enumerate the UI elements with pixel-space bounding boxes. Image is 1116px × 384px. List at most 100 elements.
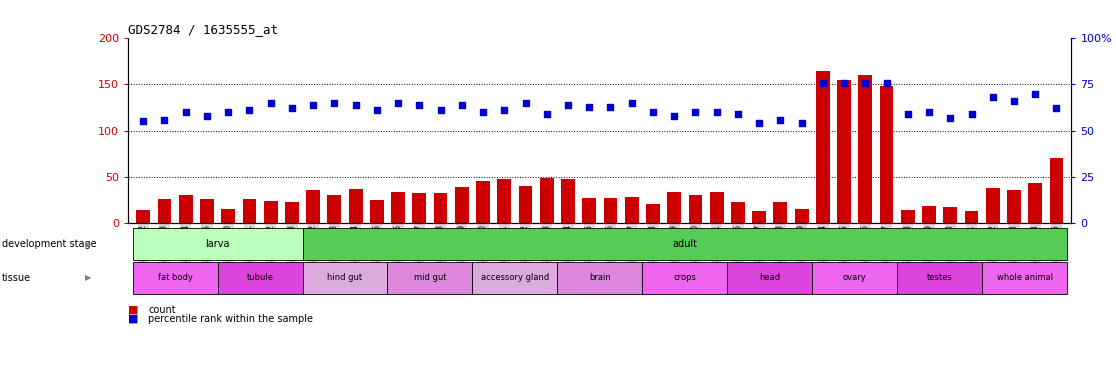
- Bar: [901, 210, 915, 223]
- Bar: [392, 192, 405, 223]
- Bar: [731, 202, 744, 223]
- Point: [665, 113, 683, 119]
- Text: fat body: fat body: [157, 273, 192, 282]
- Point: [877, 79, 895, 86]
- Bar: [689, 195, 702, 223]
- Text: brain: brain: [589, 273, 610, 282]
- Bar: [327, 195, 341, 223]
- Bar: [413, 193, 426, 223]
- Bar: [879, 86, 894, 223]
- Text: ■: ■: [128, 305, 138, 314]
- Point: [644, 109, 662, 115]
- Point: [474, 109, 492, 115]
- Bar: [221, 209, 235, 223]
- Point: [389, 100, 407, 106]
- Point: [198, 113, 215, 119]
- Bar: [816, 71, 830, 223]
- Point: [347, 102, 365, 108]
- Point: [602, 104, 619, 110]
- Bar: [369, 200, 384, 223]
- Text: ▶: ▶: [85, 240, 92, 248]
- Bar: [604, 198, 617, 223]
- Bar: [157, 199, 172, 223]
- Point: [432, 107, 450, 113]
- Point: [771, 116, 789, 122]
- Bar: [773, 202, 787, 223]
- Bar: [795, 209, 808, 223]
- Bar: [943, 207, 958, 223]
- Point: [368, 107, 386, 113]
- Point: [580, 104, 598, 110]
- Point: [1006, 98, 1023, 104]
- Bar: [583, 198, 596, 223]
- Bar: [348, 189, 363, 223]
- Point: [411, 102, 429, 108]
- Bar: [561, 179, 575, 223]
- Text: mid gut: mid gut: [414, 273, 446, 282]
- Point: [708, 109, 725, 115]
- Text: whole animal: whole animal: [997, 273, 1052, 282]
- Bar: [477, 181, 490, 223]
- Bar: [263, 200, 278, 223]
- Point: [729, 111, 747, 117]
- Bar: [625, 197, 638, 223]
- Text: ■: ■: [128, 314, 138, 324]
- Text: count: count: [148, 305, 176, 314]
- Point: [305, 102, 323, 108]
- Bar: [540, 179, 554, 223]
- Bar: [498, 179, 511, 223]
- Bar: [242, 199, 257, 223]
- Bar: [455, 187, 469, 223]
- Text: percentile rank within the sample: percentile rank within the sample: [148, 314, 314, 324]
- Point: [240, 107, 258, 113]
- Point: [134, 118, 152, 124]
- Point: [792, 120, 810, 126]
- Point: [814, 79, 831, 86]
- Point: [1027, 91, 1045, 97]
- Bar: [646, 204, 660, 223]
- Text: testes: testes: [926, 273, 953, 282]
- Point: [326, 100, 344, 106]
- Text: head: head: [759, 273, 780, 282]
- Point: [283, 105, 301, 111]
- Point: [623, 100, 641, 106]
- Bar: [667, 192, 681, 223]
- Bar: [136, 210, 151, 223]
- Bar: [306, 190, 320, 223]
- Bar: [985, 188, 1000, 223]
- Text: larva: larva: [205, 239, 230, 249]
- Point: [686, 109, 704, 115]
- Point: [453, 102, 471, 108]
- Point: [219, 109, 237, 115]
- Bar: [922, 206, 936, 223]
- Point: [984, 94, 1002, 101]
- Bar: [200, 199, 214, 223]
- Point: [750, 120, 768, 126]
- Text: adult: adult: [672, 239, 698, 249]
- Point: [496, 107, 513, 113]
- Text: tubule: tubule: [247, 273, 273, 282]
- Bar: [752, 211, 766, 223]
- Bar: [837, 80, 852, 223]
- Bar: [710, 192, 723, 223]
- Point: [898, 111, 916, 117]
- Point: [538, 111, 556, 117]
- Text: accessory gland: accessory gland: [481, 273, 549, 282]
- Point: [835, 79, 853, 86]
- Point: [176, 109, 194, 115]
- Bar: [964, 211, 979, 223]
- Text: ovary: ovary: [843, 273, 867, 282]
- Bar: [434, 193, 448, 223]
- Point: [942, 114, 960, 121]
- Bar: [285, 202, 299, 223]
- Point: [517, 100, 535, 106]
- Text: ▶: ▶: [85, 273, 92, 282]
- Bar: [1028, 183, 1042, 223]
- Point: [155, 116, 173, 122]
- Bar: [179, 195, 193, 223]
- Text: GDS2784 / 1635555_at: GDS2784 / 1635555_at: [128, 23, 278, 36]
- Text: development stage: development stage: [2, 239, 97, 249]
- Bar: [519, 186, 532, 223]
- Point: [856, 79, 874, 86]
- Text: tissue: tissue: [2, 273, 31, 283]
